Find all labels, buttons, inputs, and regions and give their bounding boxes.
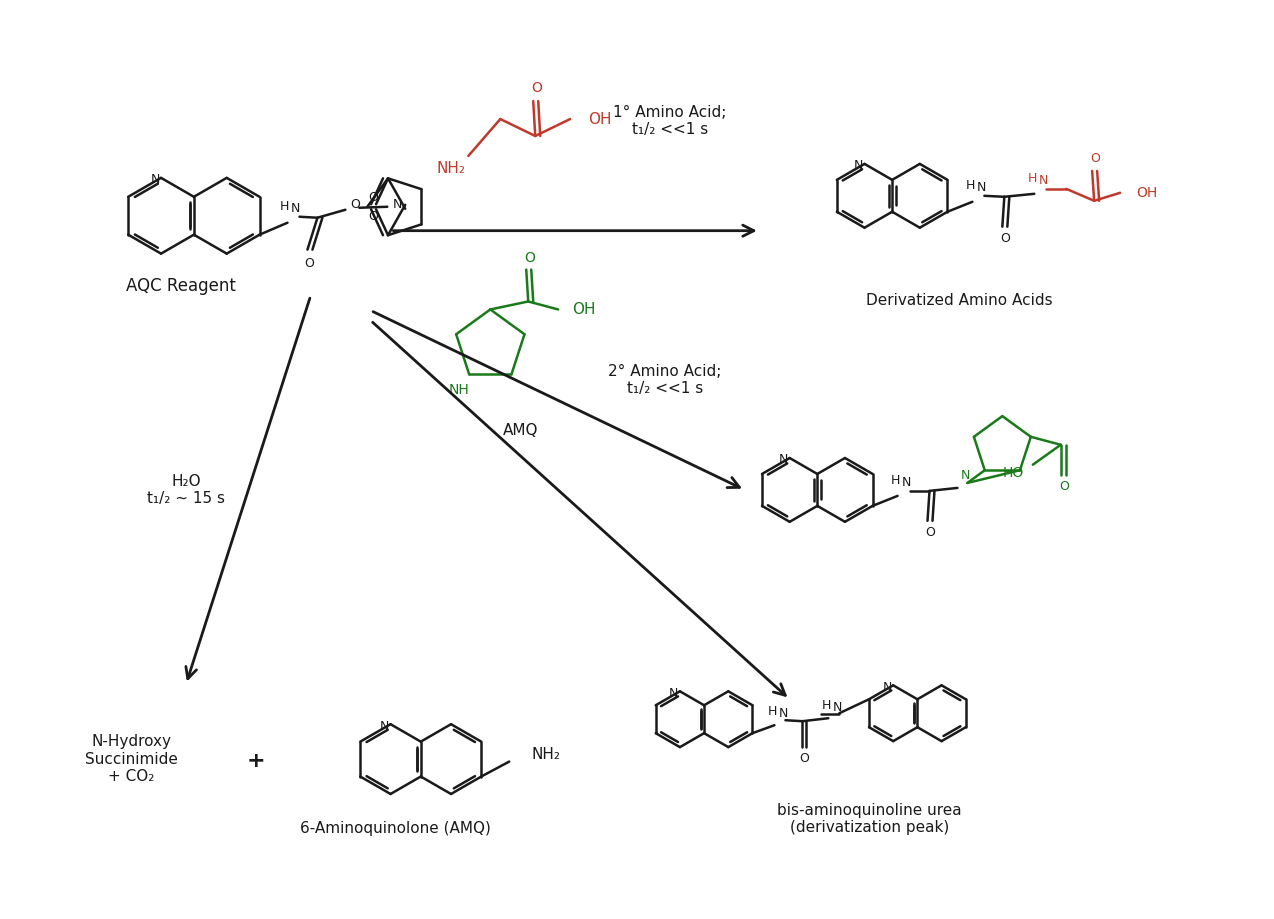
Text: H: H — [768, 705, 777, 718]
Text: HO: HO — [1003, 466, 1023, 480]
Text: NH: NH — [448, 383, 470, 397]
Text: N: N — [778, 453, 789, 467]
Text: H: H — [891, 474, 901, 487]
Text: N: N — [778, 707, 789, 720]
Text: bis-aminoquinoline urea
(derivatization peak): bis-aminoquinoline urea (derivatization … — [777, 802, 962, 835]
Text: O: O — [304, 257, 315, 270]
Text: 1° Amino Acid;
t₁/₂ <<1 s: 1° Amino Acid; t₁/₂ <<1 s — [613, 105, 726, 137]
Text: AQC Reagent: AQC Reagent — [126, 277, 236, 294]
Text: H: H — [822, 698, 831, 711]
Text: H₂O
t₁/₂ ~ 15 s: H₂O t₁/₂ ~ 15 s — [147, 473, 225, 506]
Text: O: O — [531, 81, 541, 96]
Text: N: N — [902, 476, 911, 490]
Text: O: O — [524, 251, 535, 265]
Text: N: N — [961, 470, 970, 482]
Text: N: N — [1038, 175, 1049, 187]
Text: N: N — [833, 701, 842, 714]
Text: AMQ: AMQ — [502, 423, 538, 437]
Text: +: + — [247, 751, 265, 771]
Text: N: N — [150, 174, 159, 187]
Text: O: O — [800, 752, 809, 765]
Text: N: N — [977, 181, 986, 194]
Text: 2° Amino Acid;
t₁/₂ <<1 s: 2° Amino Acid; t₁/₂ <<1 s — [608, 364, 721, 396]
Text: O: O — [1091, 153, 1099, 165]
Text: O: O — [368, 210, 378, 222]
Text: OH: OH — [589, 111, 612, 127]
Text: N: N — [290, 202, 301, 215]
Text: N: N — [669, 686, 679, 699]
Text: H: H — [1028, 173, 1037, 186]
Text: H: H — [280, 200, 289, 213]
Text: O: O — [925, 527, 935, 539]
Text: N: N — [380, 720, 390, 732]
Text: N: N — [854, 159, 864, 173]
Text: NH₂: NH₂ — [531, 747, 561, 762]
Text: 6-Aminoquinolone (AMQ): 6-Aminoquinolone (AMQ) — [301, 822, 490, 836]
Text: Derivatized Amino Acids: Derivatized Amino Acids — [866, 293, 1052, 308]
Text: N: N — [392, 199, 401, 211]
Text: H: H — [966, 179, 975, 192]
Text: N: N — [883, 681, 892, 694]
Text: N-Hydroxy
Succinimide
+ CO₂: N-Hydroxy Succinimide + CO₂ — [84, 734, 177, 784]
Text: O: O — [350, 199, 361, 211]
Text: O: O — [1059, 480, 1069, 494]
Text: OH: OH — [572, 302, 596, 317]
Text: OH: OH — [1136, 186, 1157, 199]
Text: NH₂: NH₂ — [437, 162, 466, 176]
Text: O: O — [368, 191, 378, 204]
Text: O: O — [1000, 233, 1010, 245]
